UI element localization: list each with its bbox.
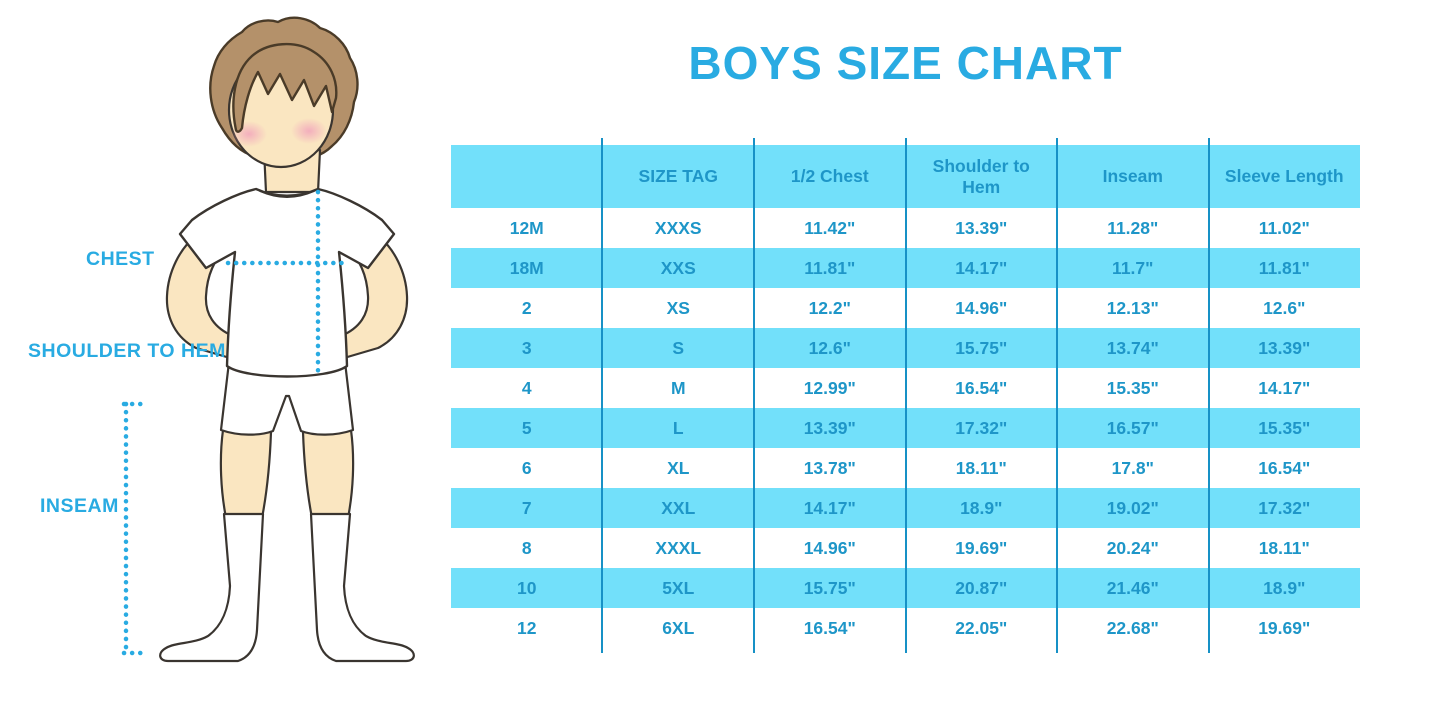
column-header: 1/2 Chest (790, 166, 869, 187)
table-cell: 4 (521, 377, 532, 398)
column-header: Sleeve Length (1224, 166, 1344, 187)
table-cell: 11.28" (1107, 217, 1159, 238)
table-cell: 16.54" (803, 617, 856, 638)
table-cell: 16.54" (1258, 457, 1311, 478)
table-cell: 22.68" (1106, 617, 1159, 638)
table-cell: 14.17" (955, 257, 1008, 278)
table-cell: 12.6" (808, 337, 851, 358)
table-cell: 18.9" (960, 497, 1003, 518)
collar-seam (259, 190, 315, 198)
chest-label: CHEST (86, 248, 155, 270)
shorts (219, 360, 355, 436)
table-cell: 15.75" (955, 337, 1008, 358)
measurement-figure: CHEST SHOULDER TO HEM INSEAM (0, 0, 450, 723)
table-cell: 17.32" (1258, 497, 1311, 518)
table-cell: 14.96" (955, 297, 1008, 318)
table-cell: 14.17" (803, 497, 856, 518)
table-cell: 15.35" (1106, 377, 1159, 398)
table-cell: XXXS (654, 217, 702, 238)
table-cell: 20.24" (1106, 537, 1159, 558)
table-cell: 7 (521, 497, 532, 518)
table-cell: 12.2" (808, 297, 851, 318)
table-cell: 19.02" (1106, 497, 1159, 518)
table-cell: 11.02" (1258, 217, 1310, 238)
table-cell: 12.13" (1106, 297, 1159, 318)
column-header: Shoulder to Hem (932, 156, 1030, 197)
page-title: BOYS SIZE CHART (688, 37, 1123, 89)
column-header: SIZE TAG (638, 166, 718, 187)
table-cell: M (670, 377, 686, 398)
table-cell: 16.57" (1106, 417, 1159, 438)
table-cell: XXS (660, 257, 696, 278)
table-cell: 6 (521, 457, 532, 478)
table-cell: 12.6" (1263, 297, 1306, 318)
table-cell: 18.11" (955, 457, 1007, 478)
table-cell: 22.05" (955, 617, 1008, 638)
table-cell: 3 (521, 337, 532, 358)
table-cell: S (672, 337, 685, 358)
table-cell: 19.69" (1258, 617, 1311, 638)
column-divider (904, 138, 907, 653)
column-header (451, 145, 603, 208)
right-leg (301, 428, 355, 520)
table-cell: 13.39" (1258, 337, 1311, 358)
table-cell: 8 (521, 537, 532, 558)
table-cell: 20.87" (955, 577, 1008, 598)
right-sock (309, 512, 415, 663)
table-cell: 11.81" (804, 257, 856, 278)
left-leg (219, 428, 273, 520)
table-cell: 13.39" (955, 217, 1008, 238)
table-cell: 13.78" (803, 457, 856, 478)
table-cell: 11.81" (1258, 257, 1310, 278)
table-cell: 12M (509, 217, 544, 238)
table-cell: 17.8" (1111, 457, 1154, 478)
hair-bangs (232, 42, 338, 133)
table-cell: 15.75" (803, 577, 856, 598)
table-cell: 13.39" (803, 417, 856, 438)
shoulder-to-hem-label: SHOULDER TO HEM (28, 340, 226, 362)
column-divider (1207, 138, 1210, 653)
table-cell: 15.35" (1258, 417, 1311, 438)
blush-right (291, 118, 327, 144)
inseam-label: INSEAM (40, 495, 119, 517)
table-cell: 14.17" (1258, 377, 1311, 398)
column-header: Inseam (1102, 166, 1163, 187)
table-cell: 13.74" (1106, 337, 1159, 358)
column-divider (752, 138, 755, 653)
table-cell: L (672, 417, 684, 438)
table-cell: 18.9" (1263, 577, 1306, 598)
table-cell: 18M (509, 257, 544, 278)
table-cell: 6XL (662, 617, 695, 638)
table-cell: 10 (517, 577, 537, 598)
shirt (178, 187, 396, 378)
table-cell: 17.32" (955, 417, 1008, 438)
column-divider (1055, 138, 1058, 653)
table-cell: 14.96" (803, 537, 856, 558)
table-cell: 12.99" (803, 377, 856, 398)
table-cell: 5XL (662, 577, 695, 598)
table-cell: 2 (521, 297, 532, 318)
table-cell: XS (666, 297, 690, 318)
column-divider (601, 138, 604, 653)
table-cell: 5 (521, 417, 532, 438)
table-cell: 11.42" (804, 217, 856, 238)
table-cell: 11.7" (1112, 257, 1154, 278)
boy-illustration (121, 16, 415, 663)
left-sock (159, 512, 265, 663)
table-cell: 19.69" (955, 537, 1008, 558)
table-cell: XXL (661, 497, 696, 518)
size-table: SIZE TAG 1/2 Chest Shoulder to Hem Inseam Sl… (451, 138, 1360, 653)
table-cell: 16.54" (955, 377, 1008, 398)
table-cell: 21.46" (1106, 577, 1159, 598)
table-cell: 18.11" (1258, 537, 1310, 558)
table-cell: XL (667, 457, 690, 478)
table-cell: 12 (517, 617, 537, 638)
table-cell: XXXL (655, 537, 702, 558)
